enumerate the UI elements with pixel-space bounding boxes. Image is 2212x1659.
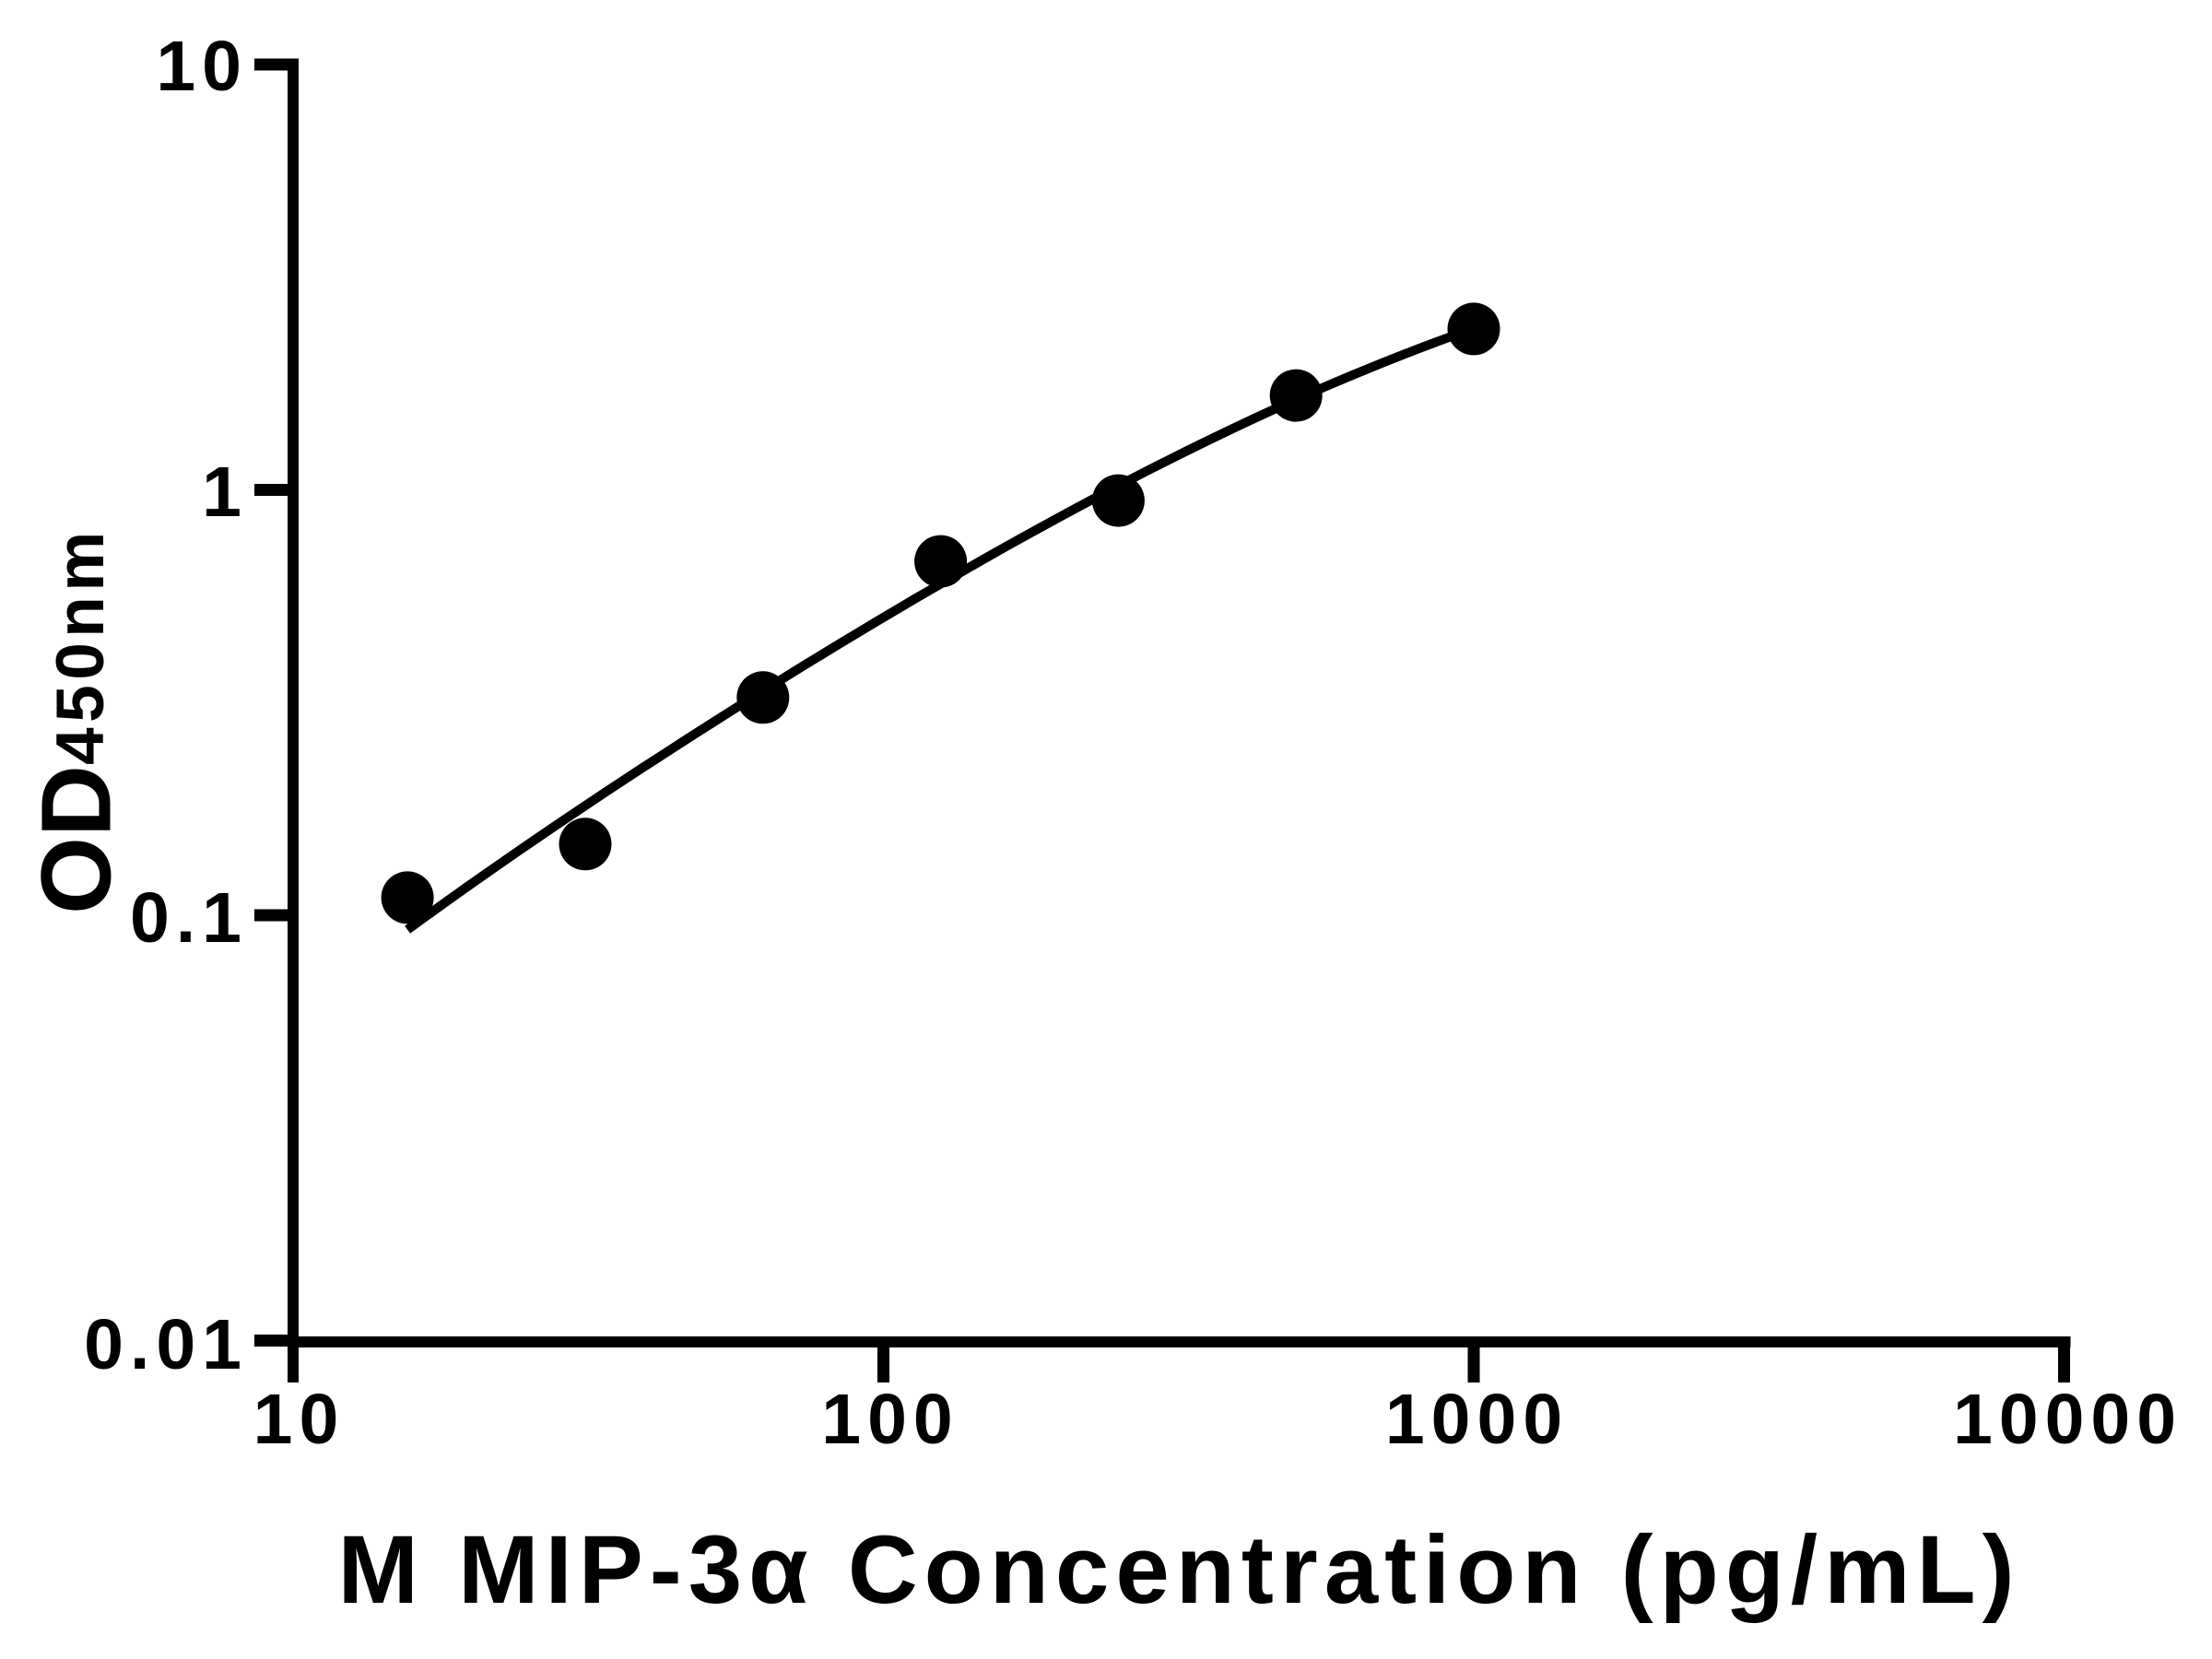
svg-text:M MIP-3α Concentration (pg/mL): M MIP-3α Concentration (pg/mL) (337, 1516, 2020, 1624)
svg-text:10: 10 (253, 1380, 346, 1459)
svg-text:1: 1 (202, 453, 248, 532)
svg-text:10000: 10000 (1953, 1380, 2183, 1459)
svg-text:0.01: 0.01 (84, 1305, 248, 1384)
svg-text:100: 100 (821, 1380, 959, 1459)
svg-text:1000: 1000 (1385, 1380, 1569, 1459)
svg-text:10: 10 (156, 27, 248, 106)
svg-text:0.1: 0.1 (130, 878, 248, 958)
